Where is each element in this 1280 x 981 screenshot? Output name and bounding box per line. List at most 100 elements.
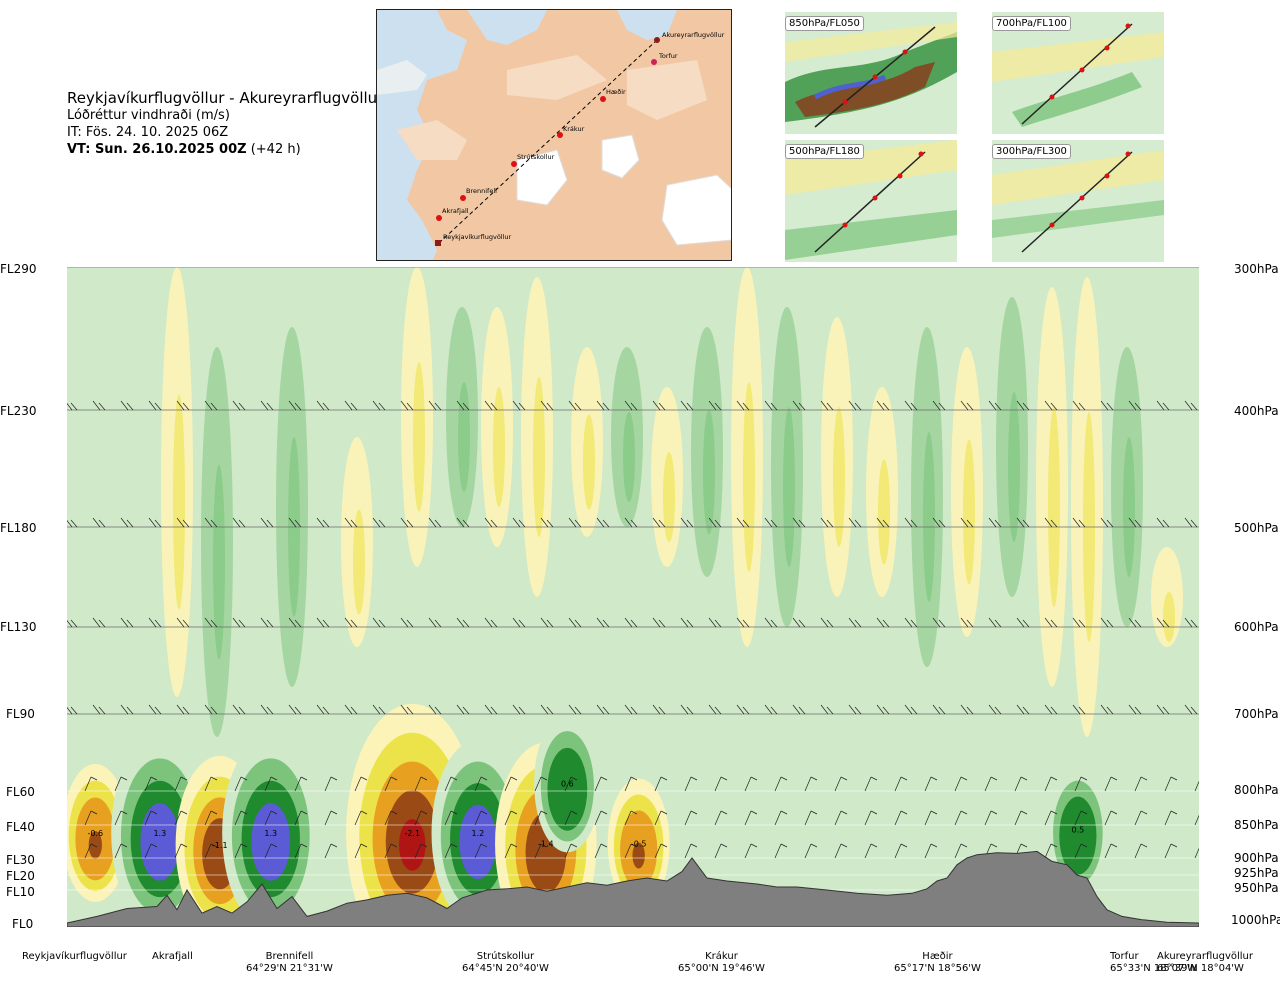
wind-barb	[574, 706, 582, 715]
wind-barb	[930, 776, 938, 781]
wind-barb	[330, 810, 338, 815]
wind-barb	[456, 517, 465, 528]
wind-barb	[854, 402, 862, 411]
wind-barb	[574, 402, 582, 411]
wind-barb	[266, 706, 274, 715]
wind-barb	[316, 400, 325, 411]
wind-barb	[350, 619, 358, 628]
wind-barb	[1072, 617, 1081, 628]
wind-barb	[864, 843, 872, 859]
vertical-motion-cell	[607, 778, 670, 909]
wind-barb	[126, 619, 134, 628]
wind-barb	[378, 619, 386, 628]
wind-barb	[764, 704, 773, 715]
wind-barb	[938, 619, 946, 628]
wind-barb	[744, 843, 752, 859]
wind-barb	[820, 400, 829, 411]
thumbnail-300hpa[interactable]: 300hPa/FL300	[992, 140, 1164, 262]
wind-barb	[742, 706, 750, 715]
wind-barb	[300, 843, 308, 848]
station-reykjavik: Reykjavíkurflugvöllur	[22, 951, 127, 963]
wind-barb	[792, 400, 801, 411]
wind-barb	[714, 519, 722, 528]
wind-barb	[804, 810, 812, 826]
wind-barb	[176, 704, 185, 715]
thumbnail-850hpa[interactable]: 850hPa/FL050	[785, 12, 957, 134]
wind-barb	[994, 519, 1002, 528]
wind-barb	[1050, 619, 1058, 628]
wind-barb	[546, 519, 554, 528]
wind-barb	[428, 400, 437, 411]
wind-barb	[148, 617, 157, 628]
wind-barb	[602, 706, 610, 715]
wind-barb	[770, 402, 778, 411]
wind-barb	[966, 402, 974, 411]
wind-barb	[126, 402, 134, 411]
wind-barb	[988, 617, 997, 628]
wind-barb	[182, 619, 190, 628]
wind-barb	[98, 402, 106, 411]
wind-barb	[316, 704, 325, 715]
wind-barb	[994, 619, 1002, 628]
wind-barb	[1020, 843, 1028, 848]
wind-barb	[70, 519, 78, 528]
station-name: Hæðir	[922, 951, 953, 962]
station-akrafjall: Akrafjall	[152, 951, 193, 963]
wind-barb	[90, 810, 98, 815]
wind-barb	[204, 617, 213, 628]
wind-barb	[174, 810, 182, 826]
wind-barb	[1044, 704, 1053, 715]
wind-barb	[210, 810, 218, 815]
wind-barb	[540, 776, 548, 781]
fl-label: FL0	[12, 917, 34, 931]
wind-barb	[894, 843, 902, 859]
wind-barb	[67, 520, 73, 528]
wind-barb	[924, 776, 932, 792]
wind-barb	[316, 617, 325, 628]
station-name: Reykjavíkurflugvöllur	[22, 951, 127, 962]
wind-barb	[1020, 810, 1028, 815]
map-label-reykjavik: Reykjavíkurflugvöllur	[443, 233, 512, 241]
wind-barb	[414, 843, 422, 859]
wind-barb	[510, 810, 518, 815]
wind-barb	[420, 776, 428, 781]
station-name: Strútskollur	[476, 951, 535, 962]
wind-barb	[176, 400, 185, 411]
wind-barb	[910, 519, 918, 528]
wind-barb	[546, 619, 554, 628]
fl-label: FL60	[6, 785, 35, 799]
wind-barb	[400, 617, 409, 628]
wind-barb	[462, 402, 470, 411]
wind-barb	[966, 706, 974, 715]
station-name: Krákur	[705, 951, 738, 962]
wind-barb	[770, 619, 778, 628]
wind-barb	[400, 704, 409, 715]
wind-barb	[826, 706, 834, 715]
wind-barb	[126, 519, 134, 528]
wind-barb	[568, 400, 577, 411]
wind-barb	[882, 706, 890, 715]
wind-barb	[1128, 617, 1137, 628]
wind-barb	[990, 776, 998, 781]
wind-barb	[798, 519, 806, 528]
wind-barb	[1162, 402, 1170, 411]
wind-barb	[1106, 706, 1114, 715]
fl-label: FL90	[6, 707, 35, 721]
wind-barb	[984, 810, 992, 826]
wind-barb	[1100, 517, 1109, 528]
wind-barb	[924, 810, 932, 826]
station-name: Brennifell	[265, 951, 314, 962]
cell-value-labels: -0.6 1.3 -1.1 1.3 -2.1 1.2 -1.4 0.6 -0.5 0.5	[87, 779, 1084, 850]
wind-barb	[504, 776, 512, 792]
wind-barb	[876, 617, 885, 628]
wind-barb	[736, 400, 745, 411]
wind-barb	[904, 704, 913, 715]
wind-barb	[708, 400, 717, 411]
wind-barb	[114, 776, 122, 792]
thumbnail-500hpa[interactable]: 500hPa/FL180	[785, 140, 957, 262]
wind-barb	[154, 619, 162, 628]
wind-barb	[1164, 843, 1172, 859]
cell-contour	[468, 826, 488, 864]
thumbnail-700hpa[interactable]: 700hPa/FL100	[992, 12, 1164, 134]
wind-barb	[720, 810, 728, 815]
